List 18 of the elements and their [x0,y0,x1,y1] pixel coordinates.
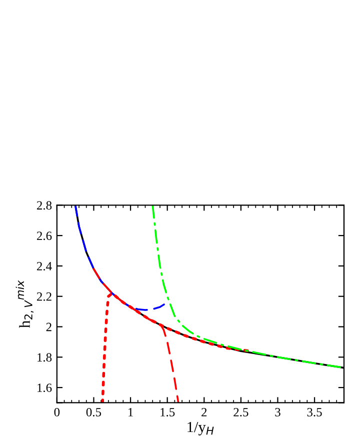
x-tick-label: 3.5 [307,408,322,416]
x-tick-label: 1 [128,408,133,416]
x-tick-label: 0.5 [86,408,102,416]
y-tick-label: 2 [46,322,52,332]
x-tick-label: 2 [202,408,207,416]
y-tick-label: 2.4 [36,262,52,270]
x-tick-label: 0 [54,408,60,416]
line-series [152,205,344,369]
x-tick-label: 2.5 [234,408,248,416]
y-tick-label: 1.8 [38,353,52,362]
y-axis-title: h$_{2,V}$$^{mix}$ [16,280,34,328]
x-tick-label: 1.5 [160,408,175,416]
x-tick-label: 3 [275,408,280,416]
y-tick-label: 2.6 [36,232,52,240]
y-tick-label: 1.6 [38,384,52,392]
y-tick-label: 2.2 [36,292,52,301]
x-axis-title: 1/y$_{H}$ [188,422,214,436]
y-tick-label: 2.8 [36,201,52,210]
